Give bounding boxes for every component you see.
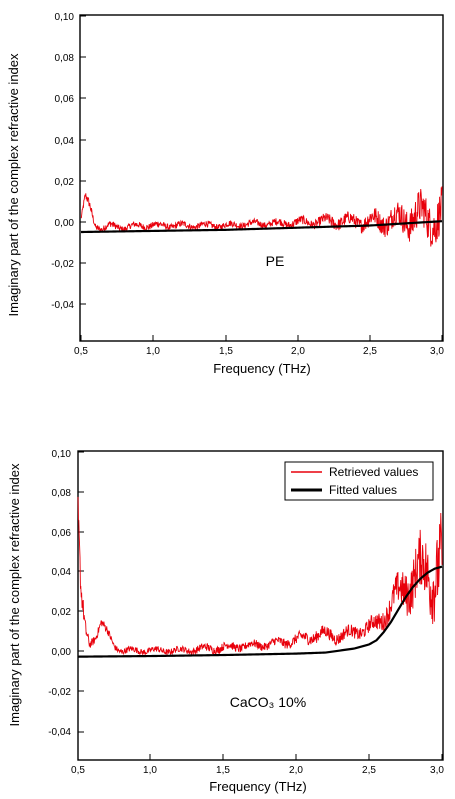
caco3-y-tick-label: 0,08 <box>52 488 72 499</box>
caco3-x-tick-label: 3,0 <box>430 765 444 776</box>
legend-box <box>284 461 434 501</box>
caco3-y-tick-label: -0,04 <box>48 727 71 738</box>
caco3-legend: Retrieved values Fitted values <box>284 461 434 501</box>
pe-x-ticks <box>80 335 443 341</box>
caco3-x-tick-label: 2,0 <box>289 765 303 776</box>
pe-x-tick-label: 2,0 <box>291 346 305 357</box>
pe-y-axis-title: Imaginary part of the complex refractive… <box>6 53 21 317</box>
legend-label-retrieved: Retrieved values <box>329 465 418 479</box>
pe-y-tick-label: -0,02 <box>51 259 74 270</box>
pe-plot-frame <box>79 14 444 342</box>
pe-retrieved-line <box>80 186 443 247</box>
pe-y-tick-label: 0,00 <box>55 218 75 229</box>
caco3-sample-annotation: CaCO₃ 10% <box>230 694 307 710</box>
pe-retrieved-series <box>80 186 443 247</box>
pe-x-axis-title: Frequency (THz) <box>213 361 311 376</box>
caco3-fitted-line <box>77 565 443 658</box>
pe-y-tick-label: 0,10 <box>55 12 75 23</box>
chart-pe: Imaginary part of the complex refractive… <box>6 12 444 376</box>
caco3-y-tick-label: -0,02 <box>48 687 71 698</box>
pe-y-tick-label: 0,08 <box>55 53 75 64</box>
caco3-x-tick-label: 1,0 <box>143 765 157 776</box>
legend-label-fitted: Fitted values <box>329 483 397 497</box>
caco3-x-tick-label: 0,5 <box>71 765 85 776</box>
chart-caco3: Imaginary part of the complex refractive… <box>7 449 444 794</box>
caco3-y-axis-title: Imaginary part of the complex refractive… <box>7 463 22 727</box>
pe-fitted-line <box>80 220 443 234</box>
caco3-y-tick-labels: -0,04 -0,02 0,00 0,02 0,04 0,06 0,08 0,1… <box>48 449 71 738</box>
pe-x-tick-label: 2,5 <box>363 346 377 357</box>
caco3-y-tick-label: 0,00 <box>52 647 72 658</box>
pe-y-ticks <box>80 15 86 305</box>
pe-y-tick-label: -0,04 <box>51 300 74 311</box>
pe-y-tick-label: 0,02 <box>55 177 75 188</box>
caco3-x-tick-label: 1,5 <box>216 765 230 776</box>
pe-y-tick-labels: -0,04 -0,02 0,00 0,02 0,04 0,06 0,08 0,1… <box>51 12 74 311</box>
caco3-x-tick-label: 2,5 <box>362 765 376 776</box>
pe-x-tick-label: 1,0 <box>146 346 160 357</box>
pe-y-tick-label: 0,04 <box>55 136 75 147</box>
pe-x-tick-label: 1,5 <box>219 346 233 357</box>
caco3-y-tick-label: 0,02 <box>52 607 72 618</box>
caco3-retrieved-line <box>77 496 443 656</box>
caco3-y-tick-label: 0,06 <box>52 528 72 539</box>
caco3-x-ticks <box>77 754 443 760</box>
pe-fitted-series <box>80 220 443 234</box>
caco3-retrieved-series <box>77 496 443 656</box>
caco3-y-tick-label: 0,10 <box>52 449 72 460</box>
caco3-plot-frame <box>77 450 444 761</box>
caco3-x-tick-labels: 0,5 1,0 1,5 2,0 2,5 3,0 <box>71 765 444 776</box>
pe-x-tick-label: 0,5 <box>74 346 88 357</box>
pe-x-tick-labels: 0,5 1,0 1,5 2,0 2,5 3,0 <box>74 346 444 357</box>
caco3-fitted-series <box>77 565 443 658</box>
caco3-y-tick-label: 0,04 <box>52 567 72 578</box>
pe-x-tick-label: 3,0 <box>430 346 444 357</box>
caco3-x-axis-title: Frequency (THz) <box>209 779 307 794</box>
pe-sample-annotation: PE <box>266 253 285 269</box>
pe-y-tick-label: 0,06 <box>55 94 75 105</box>
